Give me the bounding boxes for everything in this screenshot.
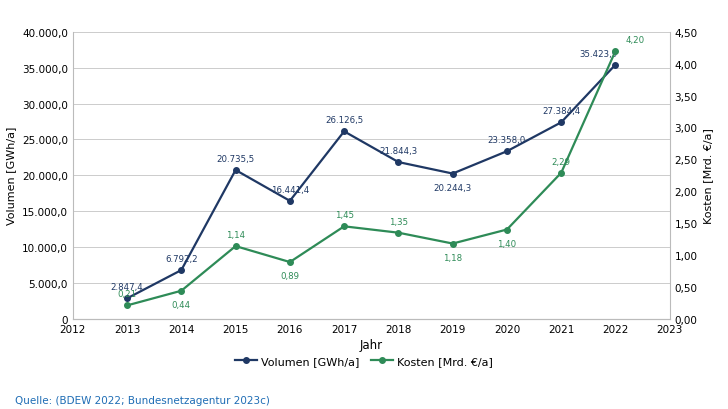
Text: 1,35: 1,35 (389, 217, 408, 226)
Text: Quelle: (BDEW 2022; Bundesnetzagentur 2023c): Quelle: (BDEW 2022; Bundesnetzagentur 20… (15, 395, 269, 405)
Text: 20.735,5: 20.735,5 (216, 155, 255, 164)
Text: 23.358,0: 23.358,0 (488, 136, 526, 145)
Text: 21.844,3: 21.844,3 (379, 147, 418, 156)
Text: 35.423,9: 35.423,9 (579, 49, 618, 58)
X-axis label: Jahr: Jahr (360, 338, 383, 351)
Text: 2.847,4: 2.847,4 (111, 283, 143, 292)
Text: 0,89: 0,89 (280, 272, 299, 281)
Text: 2,29: 2,29 (552, 157, 571, 166)
Text: 27.384,4: 27.384,4 (542, 107, 580, 116)
Text: 0,21: 0,21 (117, 290, 137, 299)
Text: 1,14: 1,14 (226, 231, 245, 240)
Legend: Volumen [GWh/a], Kosten [Mrd. €/a]: Volumen [GWh/a], Kosten [Mrd. €/a] (230, 352, 498, 371)
Y-axis label: Volumen [GWh/a]: Volumen [GWh/a] (7, 127, 17, 225)
Text: 6.792,2: 6.792,2 (165, 254, 197, 263)
Text: 1,40: 1,40 (497, 239, 516, 248)
Text: 1,45: 1,45 (335, 211, 354, 220)
Text: 4,20: 4,20 (625, 36, 644, 45)
Text: 1,18: 1,18 (443, 253, 462, 262)
Text: 0,44: 0,44 (172, 300, 191, 309)
Text: 26.126,5: 26.126,5 (325, 116, 363, 125)
Y-axis label: Kosten [Mrd. €/a]: Kosten [Mrd. €/a] (703, 128, 713, 224)
Text: 20.244,3: 20.244,3 (434, 183, 472, 192)
Text: 16.441,4: 16.441,4 (271, 185, 309, 194)
